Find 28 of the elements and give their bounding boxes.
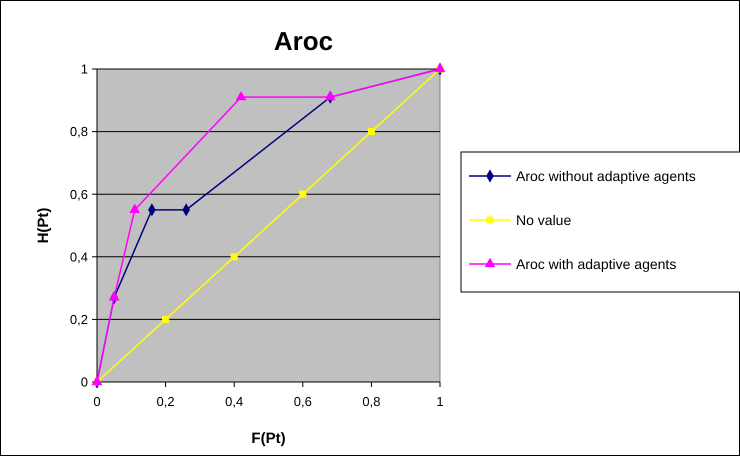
- legend-label: Aroc without adaptive agents: [516, 168, 696, 184]
- y-tick-label: 0: [80, 374, 88, 390]
- y-axis-title: H(Pt): [35, 208, 52, 244]
- y-tick-label: 0,8: [70, 124, 88, 140]
- legend-label: Aroc with adaptive agents: [516, 256, 676, 272]
- y-tick-label: 1: [80, 62, 88, 77]
- point: [230, 253, 238, 260]
- legend-label: No value: [516, 212, 572, 228]
- x-tick-label: 0,2: [156, 394, 175, 409]
- y-tick-label: 0,2: [70, 312, 88, 327]
- y-tick-label: 0,6: [70, 186, 88, 202]
- chart-title: Aroc: [274, 26, 334, 56]
- x-tick-label: 0,8: [362, 394, 380, 409]
- x-axis-title: F(Pt): [251, 430, 286, 447]
- point: [162, 316, 170, 323]
- x-tick-label: 0,6: [294, 394, 312, 409]
- x-tick-label: 1: [436, 394, 444, 409]
- point: [368, 128, 375, 136]
- x-tick-label: 0,4: [225, 394, 244, 409]
- point: [108, 291, 120, 301]
- point: [324, 90, 336, 100]
- x-tick-label: 0: [93, 394, 101, 409]
- point: [299, 190, 306, 198]
- point: [129, 204, 140, 213]
- point: [434, 62, 446, 72]
- point: [92, 376, 102, 386]
- point: [236, 90, 246, 100]
- y-tick-label: 0,4: [70, 249, 88, 264]
